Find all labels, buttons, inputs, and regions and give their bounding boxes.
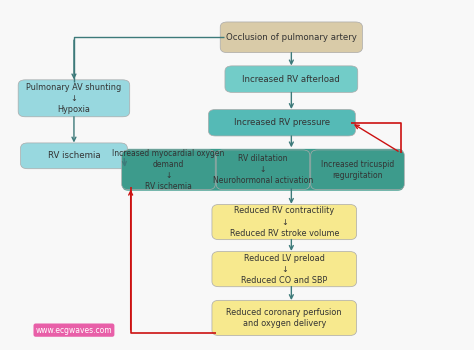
Text: Increased RV pressure: Increased RV pressure [234, 118, 330, 127]
FancyBboxPatch shape [216, 150, 310, 190]
FancyBboxPatch shape [311, 150, 404, 190]
FancyBboxPatch shape [20, 143, 128, 169]
Text: RV ischemia: RV ischemia [47, 151, 100, 160]
FancyBboxPatch shape [18, 80, 130, 117]
Text: Occlusion of pulmonary artery: Occlusion of pulmonary artery [226, 33, 357, 42]
Text: www.ecgwaves.com: www.ecgwaves.com [36, 326, 112, 335]
FancyBboxPatch shape [122, 150, 215, 190]
FancyBboxPatch shape [220, 22, 363, 52]
Text: Reduced RV contractility
↓
Reduced RV stroke volume: Reduced RV contractility ↓ Reduced RV st… [229, 206, 339, 238]
Text: Pulmonary AV shunting
↓
Hypoxia: Pulmonary AV shunting ↓ Hypoxia [27, 83, 121, 114]
FancyBboxPatch shape [212, 252, 356, 287]
FancyBboxPatch shape [225, 66, 358, 92]
Text: RV dilatation
↓
Neurohormonal activation: RV dilatation ↓ Neurohormonal activation [213, 154, 313, 186]
FancyBboxPatch shape [212, 300, 356, 336]
Text: Reduced coronary perfusion
and oxygen delivery: Reduced coronary perfusion and oxygen de… [227, 308, 342, 328]
FancyBboxPatch shape [209, 110, 356, 136]
FancyBboxPatch shape [123, 149, 403, 191]
Text: Increased myocardial oxygen
demand
↓
RV ischemia: Increased myocardial oxygen demand ↓ RV … [112, 149, 225, 191]
Text: Increased tricuspid
regurgitation: Increased tricuspid regurgitation [321, 160, 394, 180]
Text: Increased RV afterload: Increased RV afterload [243, 75, 340, 84]
FancyBboxPatch shape [212, 204, 356, 240]
Text: Reduced LV preload
↓
Reduced CO and SBP: Reduced LV preload ↓ Reduced CO and SBP [241, 253, 328, 285]
